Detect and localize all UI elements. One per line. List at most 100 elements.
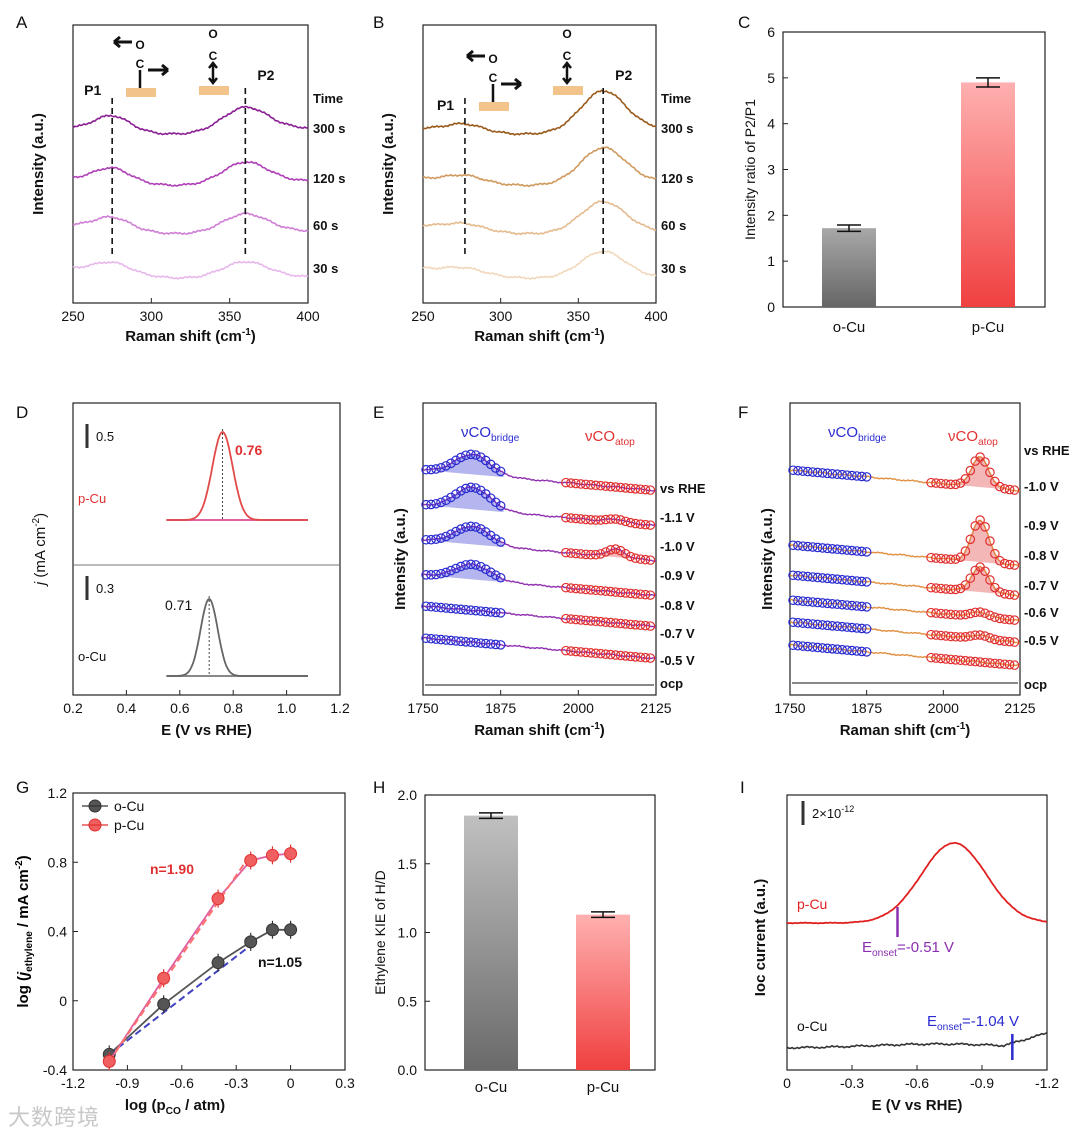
series-line-120s (422, 146, 657, 188)
fit-point (822, 620, 833, 631)
fit-point (802, 641, 813, 652)
fit-point (446, 492, 456, 503)
x-tick-label: -0.3 (840, 1075, 864, 1091)
fit-point (605, 481, 616, 492)
fit-point (446, 565, 456, 576)
fit-point (441, 495, 451, 506)
fit-point (620, 516, 631, 527)
fit-point (625, 483, 636, 494)
fit-point (842, 645, 852, 655)
fit-point (807, 619, 818, 629)
fit-point (847, 622, 857, 633)
fit-point (640, 652, 651, 663)
fit-point (590, 585, 601, 596)
fit-point (446, 603, 456, 614)
fit-point (1004, 614, 1015, 625)
atom-label: O (562, 27, 571, 41)
x-tick-label: 1.0 (277, 700, 297, 716)
onset-label: Eonset=-0.51 V (862, 939, 954, 959)
fit-point (852, 576, 862, 586)
fit-point (566, 583, 576, 593)
band-fill (435, 487, 504, 513)
fit-point (960, 632, 971, 642)
fit-point (817, 598, 828, 608)
fit-point (421, 633, 431, 644)
raman-axes-B (422, 24, 657, 304)
fit-point (940, 631, 951, 641)
x-tick-label: 1.2 (330, 700, 350, 716)
fit-point (999, 558, 1010, 569)
fit-point (931, 478, 941, 488)
fit-point (1004, 636, 1015, 647)
fit-point (950, 584, 961, 595)
cv-axes-D (72, 402, 341, 696)
fit-point (441, 567, 451, 578)
peak-value-label: 0.71 (165, 597, 192, 613)
fit-line (108, 944, 252, 1056)
peak-value-label: 0.76 (235, 442, 262, 458)
fit-point (625, 551, 636, 562)
sers-axes-E (422, 402, 657, 696)
fit-point (950, 631, 961, 642)
fit-point (861, 624, 872, 634)
fit-point (970, 607, 981, 618)
data-point-o-Cu (265, 923, 279, 937)
fit-point (950, 479, 961, 490)
fit-point (456, 636, 466, 647)
fit-point (595, 549, 606, 559)
fit-point (576, 479, 586, 489)
x-axis-title: Raman shift (cm-1) (474, 721, 605, 739)
fit-point (994, 555, 1005, 566)
fit-point (926, 607, 936, 618)
fit-point (645, 555, 656, 565)
fit-point (495, 572, 506, 583)
fit-point (1009, 485, 1020, 495)
fit-point (431, 464, 441, 474)
series-line-120s (72, 160, 309, 187)
fit-point (955, 552, 966, 563)
arrow-icon (148, 63, 169, 77)
fit-point (802, 618, 813, 629)
fit-point (490, 570, 501, 580)
fit-point (600, 649, 611, 659)
fit-point (585, 549, 596, 560)
fit-point (990, 612, 1000, 623)
x-axis-title: E (V vs RHE) (161, 722, 252, 739)
fit-point (945, 584, 956, 595)
fit-point (1004, 559, 1015, 570)
fit-point (817, 573, 828, 583)
fit-point (456, 524, 466, 534)
fit-point (861, 547, 872, 557)
fit-point (926, 582, 936, 593)
fit-point (936, 478, 946, 489)
fit-point (960, 655, 971, 666)
data-point-o-Cu (157, 997, 171, 1011)
raman-axes-A (72, 24, 309, 304)
fit-point (936, 583, 946, 594)
fit-point (635, 519, 646, 529)
fit-point (798, 618, 808, 628)
x-tick-label: -0.3 (224, 1075, 248, 1091)
fit-point (640, 554, 651, 565)
band-label-atop: νCOatop (948, 428, 998, 448)
fit-point (931, 553, 941, 563)
fit-point (490, 463, 501, 473)
y-tick-label: 6 (767, 24, 775, 40)
x-tick-label: -1.2 (61, 1075, 85, 1091)
fit-point (585, 480, 596, 490)
fit-point (426, 601, 436, 612)
fit-point (960, 546, 971, 556)
fit-point (561, 582, 571, 593)
fit-point (994, 659, 1005, 669)
fit-point (630, 484, 641, 494)
fit-point (965, 573, 976, 583)
fit-point (466, 637, 476, 648)
fit-point (485, 530, 496, 541)
fit-point (812, 642, 823, 653)
series-line-60s (73, 212, 309, 236)
slope-label: n=1.90 (150, 861, 194, 877)
x-axis-title: Raman shift (cm-1) (840, 721, 971, 739)
x-tick-label: 2125 (1004, 700, 1035, 716)
series-label: o-Cu (78, 649, 106, 664)
fit-point (580, 584, 591, 595)
